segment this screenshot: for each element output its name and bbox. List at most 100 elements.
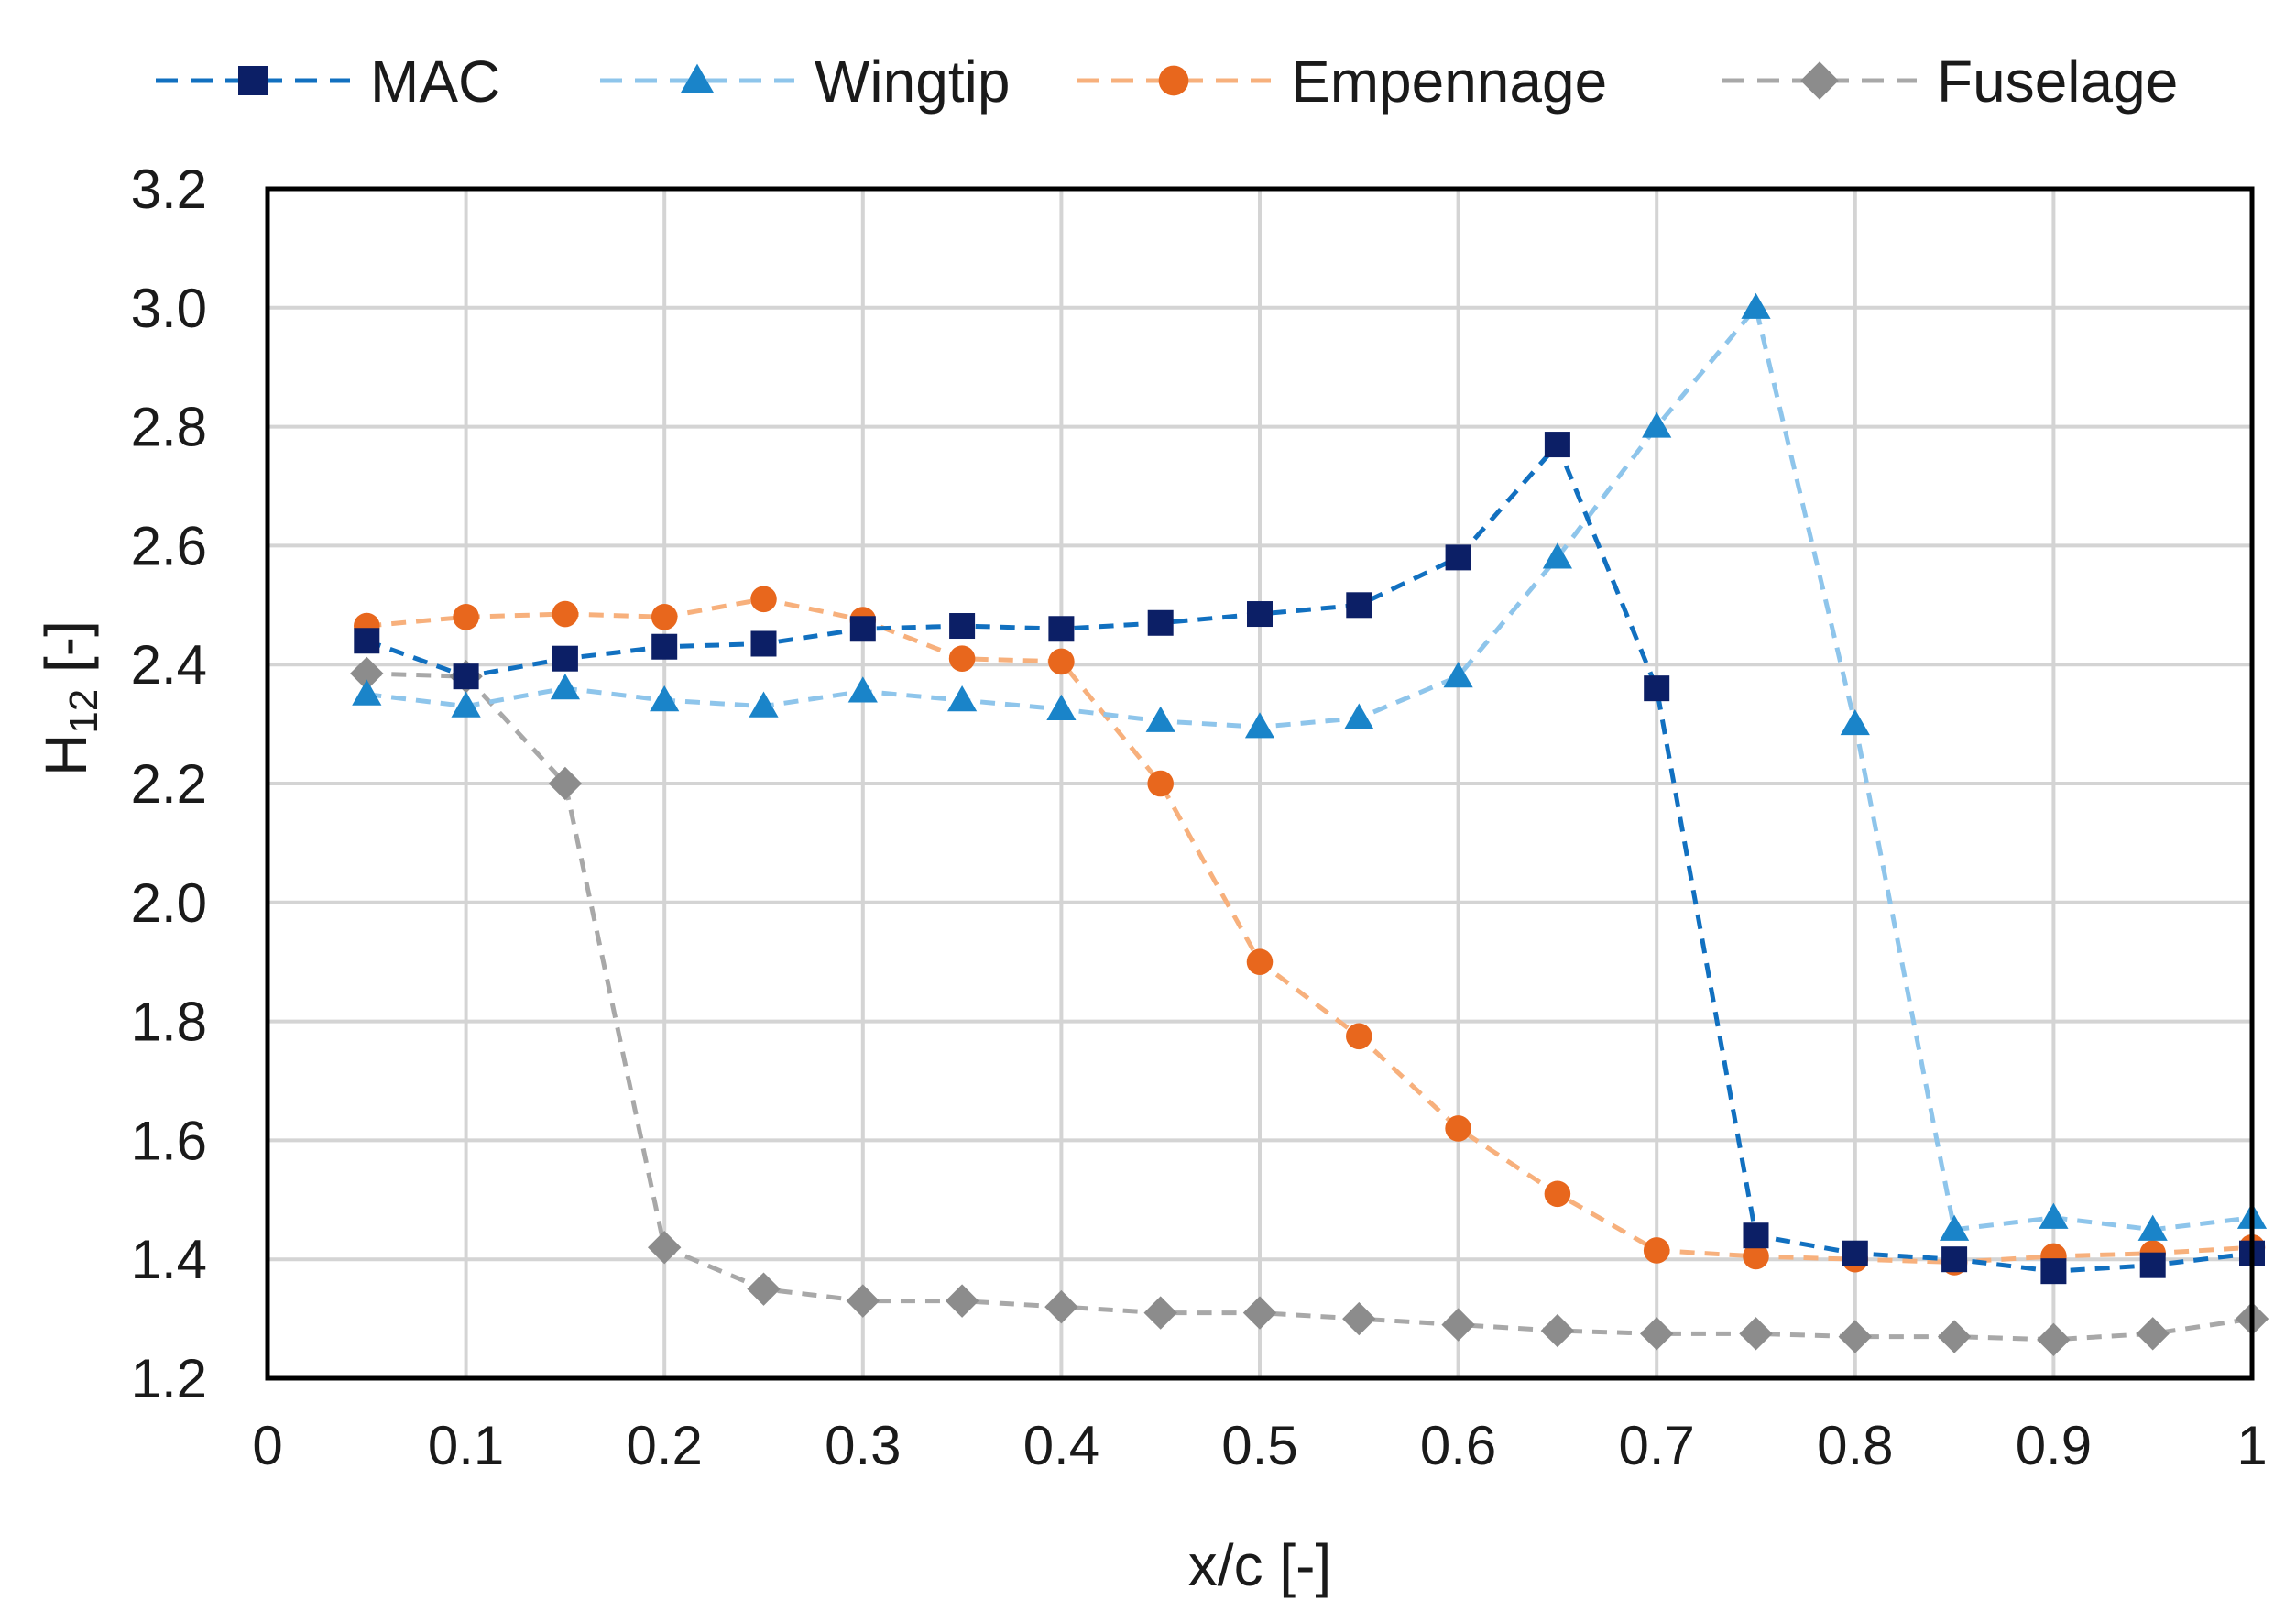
- mac-point: [1247, 601, 1273, 628]
- wingtip-series: [352, 292, 2268, 1241]
- x-tick-label: 0: [252, 1415, 282, 1476]
- y-tick-label: 1.2: [131, 1348, 207, 1409]
- mac-point: [1544, 432, 1570, 458]
- empennage-point: [552, 600, 579, 628]
- wingtip-point: [749, 691, 779, 718]
- fuselage-point: [1838, 1320, 1872, 1353]
- wingtip-point: [847, 676, 878, 703]
- wingtip-point: [1940, 1214, 1970, 1241]
- fuselage-point: [1640, 1317, 1674, 1351]
- y-axis-label-subscript: 12: [61, 689, 106, 734]
- empennage-point: [1743, 1243, 1769, 1270]
- wingtip-point: [451, 691, 481, 718]
- x-tick-label: 0.9: [2016, 1415, 2092, 1476]
- series-layer: [350, 292, 2269, 1357]
- x-tick-label: 0.2: [626, 1415, 702, 1476]
- fuselage-point: [747, 1272, 781, 1306]
- wingtip-point: [947, 685, 978, 712]
- mac-point: [1941, 1246, 1968, 1273]
- y-tick-label: 2.2: [131, 753, 207, 815]
- legend-marker: [238, 66, 268, 95]
- legend-item-empennage: Empennage: [1077, 49, 1607, 115]
- mac-point: [1147, 609, 1174, 636]
- y-axis-label-main: H: [33, 734, 99, 776]
- fuselage-point: [1739, 1317, 1773, 1351]
- legend-label: Empennage: [1291, 49, 1607, 115]
- wingtip-point: [1145, 706, 1175, 732]
- y-tick-label: 3.0: [131, 278, 207, 339]
- fuselage-point: [1143, 1296, 1177, 1330]
- y-tick-label: 1.8: [131, 992, 207, 1053]
- x-tick-label: 0.4: [1023, 1415, 1099, 1476]
- fuselage-point: [1044, 1289, 1078, 1324]
- empennage-point: [651, 604, 678, 630]
- wingtip-point: [1344, 703, 1374, 729]
- fuselage-point: [2136, 1317, 2170, 1351]
- x-tick-label: 0.6: [1420, 1415, 1496, 1476]
- mac-point: [1842, 1240, 1868, 1266]
- x-tick-label: 0.3: [825, 1415, 901, 1476]
- wingtip-point: [1046, 694, 1077, 720]
- fuselage-point: [648, 1231, 682, 1265]
- fuselage-point: [2037, 1322, 2071, 1357]
- legend-label: Wingtip: [815, 49, 1010, 115]
- mac-point: [1644, 675, 1670, 702]
- mac-point: [849, 616, 876, 642]
- mac-point: [2139, 1252, 2166, 1278]
- legend-marker: [1800, 61, 1839, 100]
- y-axis-label: H12 [-]: [33, 620, 106, 776]
- mac-point: [949, 613, 976, 640]
- wingtip-point: [1443, 662, 1473, 688]
- y-tick-label: 3.2: [131, 159, 207, 220]
- empennage-point: [1643, 1237, 1670, 1264]
- wingtip-point: [2137, 1214, 2168, 1241]
- legend-marker: [1158, 65, 1189, 96]
- y-tick-labels: 1.2 1.4 1.6 1.8 2.0 2.2 2.4 2.6 2.8 3.0 3.2: [131, 159, 207, 1409]
- mac-point: [750, 630, 777, 657]
- y-tick-label: 2.0: [131, 872, 207, 934]
- empennage-point: [1048, 648, 1075, 675]
- wingtip-point: [1642, 411, 1672, 438]
- legend-item-mac: MAC: [156, 49, 500, 115]
- fuselage-line: [366, 671, 2253, 1343]
- x-tick-label: 0.7: [1618, 1415, 1694, 1476]
- legend-label: Fuselage: [1937, 49, 2178, 115]
- gridlines: [268, 189, 2252, 1378]
- mac-point: [1048, 616, 1075, 642]
- wingtip-point: [1244, 712, 1275, 739]
- wingtip-point: [1542, 542, 1572, 569]
- wingtip-line: [366, 305, 2253, 1233]
- mac-point: [2040, 1258, 2067, 1285]
- y-tick-label: 2.4: [131, 634, 207, 696]
- y-tick-label: 2.8: [131, 397, 207, 458]
- fuselage-point: [1342, 1301, 1376, 1336]
- mac-line: [366, 442, 2253, 1274]
- plot-frame: [265, 186, 2255, 1381]
- empennage-point: [750, 586, 777, 613]
- legend-item-wingtip: Wingtip: [600, 49, 1010, 115]
- legend-label: MAC: [370, 49, 500, 115]
- wingtip-point: [2039, 1202, 2069, 1229]
- empennage-point: [1544, 1180, 1571, 1208]
- wingtip-point: [352, 679, 382, 706]
- legend-marker: [680, 63, 715, 93]
- fuselage-point: [1937, 1320, 1972, 1353]
- fuselage-point: [1441, 1308, 1475, 1342]
- wingtip-point: [550, 674, 580, 700]
- legend-item-fuselage: Fuselage: [1722, 49, 2178, 115]
- y-tick-label: 2.6: [131, 515, 207, 576]
- mac-point: [1445, 544, 1471, 571]
- x-axis-label: x/c [-]: [1188, 1532, 1331, 1598]
- mac-series: [354, 432, 2265, 1285]
- y-tick-label: 1.6: [131, 1110, 207, 1171]
- empennage-point: [1147, 770, 1174, 797]
- mac-point: [354, 628, 380, 654]
- wingtip-point: [1741, 292, 1771, 319]
- fuselage-point: [548, 766, 583, 801]
- fuselage-point: [945, 1284, 979, 1318]
- y-tick-label: 1.4: [131, 1229, 207, 1290]
- x-tick-labels: 0 0.1 0.2 0.3 0.4 0.5 0.6 0.7 0.8 0.9 1: [252, 1415, 2267, 1476]
- wingtip-point: [650, 685, 680, 712]
